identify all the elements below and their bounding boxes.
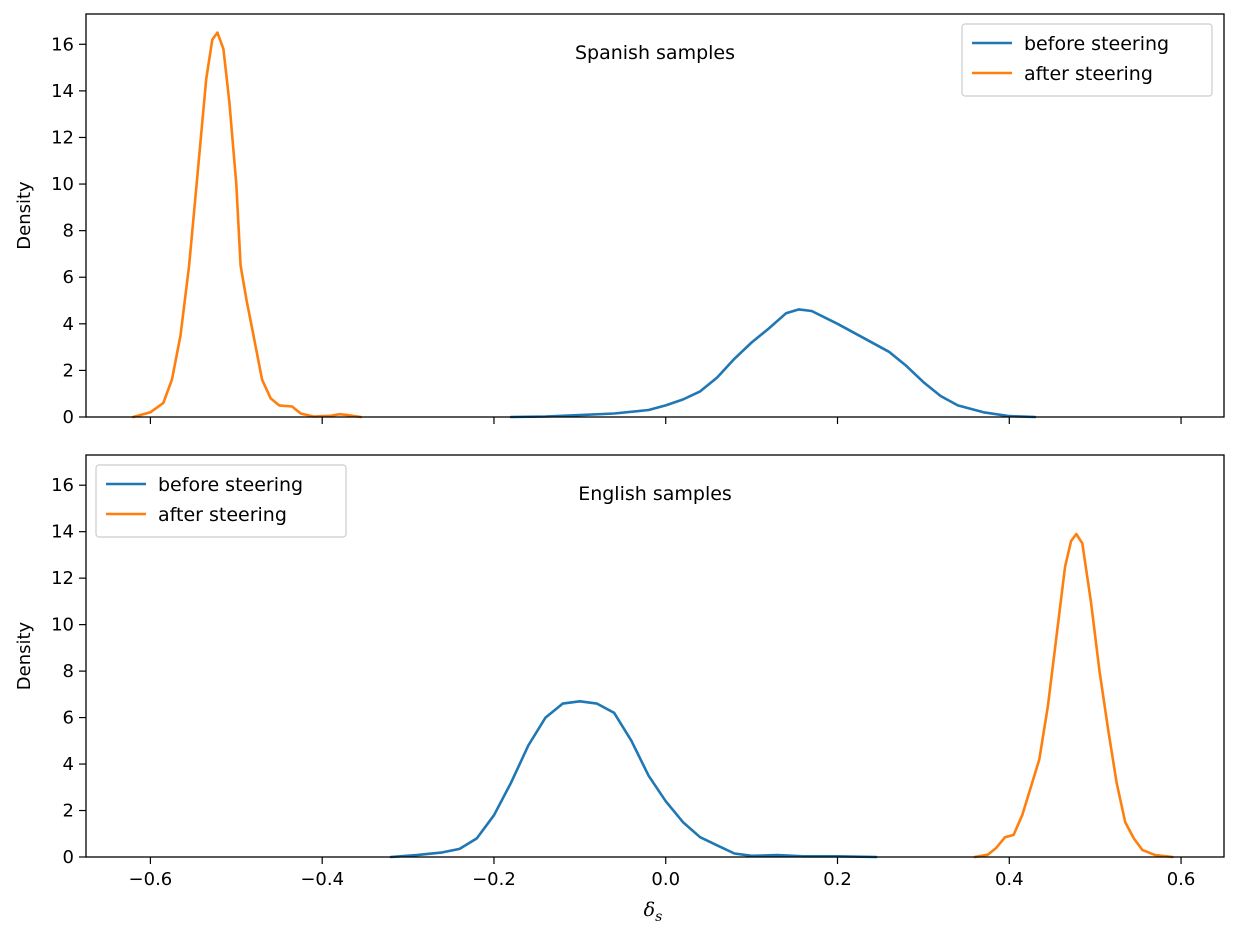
panel-title: Spanish samples (575, 42, 735, 64)
legend-box (961, 23, 1213, 97)
y-tick-label: 14 (51, 81, 74, 102)
y-tick-label: 12 (51, 127, 74, 148)
plot-frame (85, 454, 1225, 858)
english-samples-panel: 0 2 4 6 8 10 12 14 16 −0.6 −0.4 −0.2 0.0 0.2 0.4 0.6 Den… (14, 454, 1225, 925)
y-tick-label: 10 (51, 615, 74, 636)
plot-frame (85, 13, 1225, 418)
y-axis-label: Density (14, 621, 35, 690)
series-line-before-steering (509, 308, 1037, 419)
y-tick-label: 10 (51, 174, 74, 195)
y-tick-label: 8 (63, 221, 74, 242)
y-tick-label: 6 (63, 267, 74, 288)
y-tick-label: 0 (63, 847, 74, 868)
x-tick-label: 0.4 (995, 869, 1024, 890)
y-axis-label: Density (14, 181, 35, 250)
x-tick-label: 0.2 (823, 869, 852, 890)
legend-label: before steering (158, 474, 303, 496)
series-line-after-steering (131, 31, 363, 419)
y-tick-label: 8 (63, 661, 74, 682)
y-tick-label: 4 (63, 754, 74, 775)
x-tick-label: 0.0 (651, 869, 680, 890)
panel-title: English samples (578, 483, 732, 505)
y-tick-label: 4 (63, 314, 74, 335)
legend: before steering after steering (95, 464, 347, 538)
series-line-before-steering (389, 700, 878, 859)
x-tick-label: 0.6 (1167, 869, 1196, 890)
legend-label: after steering (1024, 63, 1153, 85)
legend-box (95, 464, 347, 538)
y-tick-label: 0 (63, 407, 74, 428)
y-tick-label: 14 (51, 522, 74, 543)
legend: before steering after steering (961, 23, 1213, 97)
y-tick-label: 12 (51, 568, 74, 589)
y-tick-label: 2 (63, 360, 74, 381)
y-tick-label: 16 (51, 34, 74, 55)
x-tick-label: −0.4 (300, 869, 344, 890)
legend-label: before steering (1024, 33, 1169, 55)
x-axis-label: δs (644, 899, 663, 925)
y-tick-label: 6 (63, 708, 74, 729)
legend-label: after steering (158, 504, 287, 526)
y-tick-label: 16 (51, 475, 74, 496)
y-tick-label: 2 (63, 801, 74, 822)
spanish-samples-panel: 0 2 4 6 8 10 12 14 16 Density Spanish samples befor… (14, 13, 1225, 428)
series-line-after-steering (973, 532, 1174, 859)
x-tick-label: −0.2 (472, 869, 516, 890)
x-tick-label: −0.6 (129, 869, 173, 890)
